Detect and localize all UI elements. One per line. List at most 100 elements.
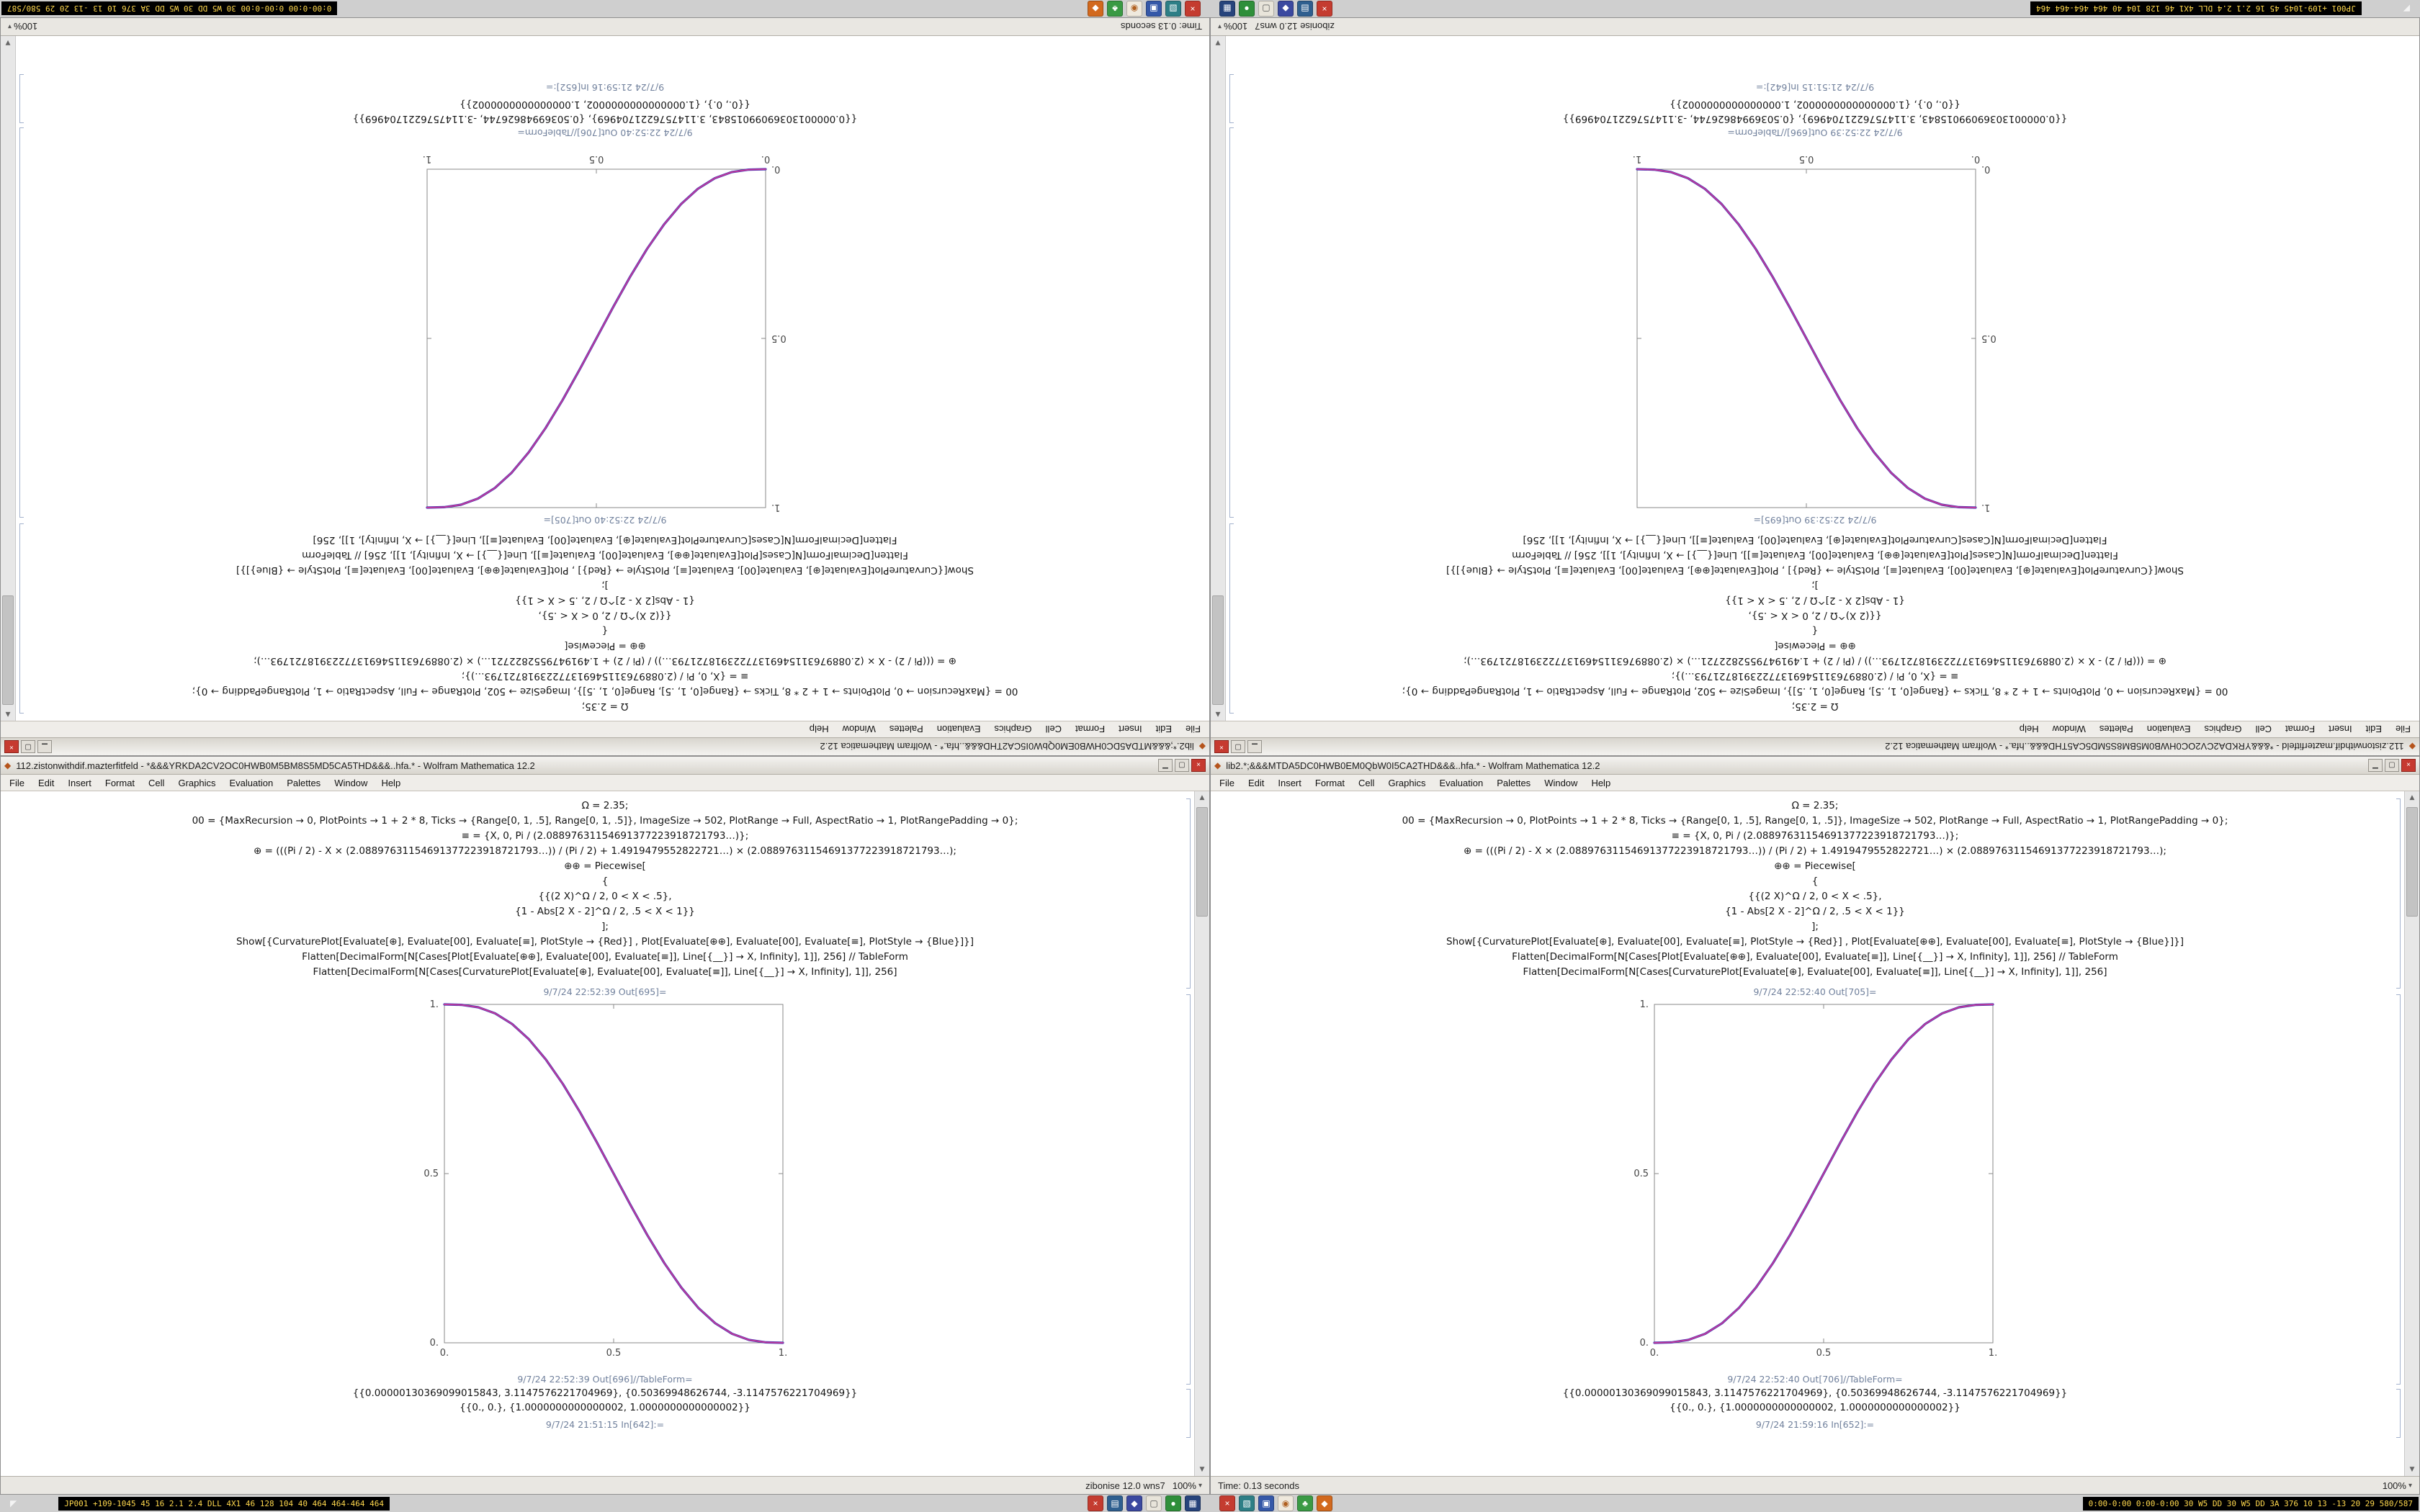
zoom-control[interactable]: 100% ▾ xyxy=(2383,1480,2412,1491)
cell-line[interactable]: {1 - Abs[2 X - 2]^Ω / 2, .5 < X < 1}} xyxy=(515,595,695,606)
close-red-icon[interactable]: × xyxy=(1185,1,1201,17)
menu-palettes[interactable]: Palettes xyxy=(287,777,321,788)
cell-line[interactable]: {1 - Abs[2 X - 2]^Ω / 2, .5 < X < 1}} xyxy=(1725,906,1905,917)
vertical-scrollbar[interactable]: ▲ ▼ xyxy=(1194,791,1209,1476)
scroll-down-icon[interactable]: ▼ xyxy=(2409,1466,2415,1473)
menu-graphics[interactable]: Graphics xyxy=(178,777,216,788)
cell-line[interactable]: Flatten[DecimalForm[N[Cases[Plot[Evaluat… xyxy=(302,951,908,963)
app-steelblue-icon[interactable]: ▤ xyxy=(1107,1495,1123,1511)
scroll-up-icon[interactable]: ▲ xyxy=(1215,711,1221,718)
menu-format[interactable]: Format xyxy=(2285,724,2316,735)
cell-line[interactable]: Show[{CurvaturePlot[Evaluate[⊕], Evaluat… xyxy=(236,936,974,948)
app-light-icon[interactable]: ▢ xyxy=(1146,1495,1162,1511)
menu-file[interactable]: File xyxy=(1186,724,1201,735)
maximize-button[interactable]: ▢ xyxy=(1175,759,1189,772)
notebook-content[interactable]: Ω = 2.35; 00 = {MaxRecursion → 0, PlotPoi… xyxy=(1211,36,2419,721)
close-button[interactable]: × xyxy=(4,740,19,753)
menu-evaluation[interactable]: Evaluation xyxy=(229,777,274,788)
app-orange-icon[interactable]: ◆ xyxy=(1088,1,1103,17)
cell-line[interactable]: {1 - Abs[2 X - 2]^Ω / 2, .5 < X < 1}} xyxy=(1725,595,1905,606)
menu-format[interactable]: Format xyxy=(1075,724,1106,735)
app-light-icon[interactable]: ▢ xyxy=(1258,1,1274,17)
menu-edit[interactable]: Edit xyxy=(1155,724,1173,735)
menu-file[interactable]: File xyxy=(1219,777,1234,788)
cell-line[interactable]: ⊕⊕ = Piecewise[ xyxy=(1774,640,1856,652)
menu-graphics[interactable]: Graphics xyxy=(2204,724,2242,735)
cell-line[interactable]: 00 = {MaxRecursion → 0, PlotPoints → 1 +… xyxy=(1402,685,2228,697)
cell-line[interactable]: {{(2 X)^Ω / 2, 0 < X < .5}, xyxy=(1748,610,1882,621)
menu-graphics[interactable]: Graphics xyxy=(1388,777,1426,788)
cell-line[interactable]: Ω = 2.35; xyxy=(1791,800,1839,811)
cell-line[interactable]: Flatten[DecimalForm[N[Cases[Plot[Evaluat… xyxy=(302,549,908,561)
close-red-icon[interactable]: × xyxy=(1317,1,1332,17)
cell-line[interactable]: Flatten[DecimalForm[N[Cases[CurvaturePlo… xyxy=(313,534,897,546)
menu-edit[interactable]: Edit xyxy=(1247,777,1265,788)
cell-line[interactable]: ≡ = {X, 0, Pi / (2.088976311546913772239… xyxy=(461,830,749,842)
cell-line[interactable]: Flatten[DecimalForm[N[Cases[CurvaturePlo… xyxy=(313,966,897,978)
notebook-content[interactable]: Ω = 2.35; 00 = {MaxRecursion → 0, PlotPoi… xyxy=(1211,791,2419,1476)
app-indigo-icon[interactable]: ◆ xyxy=(1126,1495,1142,1511)
app-orange-icon[interactable]: ◆ xyxy=(1317,1495,1332,1511)
scrollbar-thumb[interactable] xyxy=(1212,595,1224,705)
cell-bracket[interactable] xyxy=(1186,798,1191,989)
cell-bracket[interactable] xyxy=(19,523,24,714)
cell-line[interactable]: Ω = 2.35; xyxy=(1791,701,1839,712)
close-button[interactable]: × xyxy=(1191,759,1206,772)
menu-insert[interactable]: Insert xyxy=(1278,777,1301,788)
notebook-content[interactable]: Ω = 2.35; 00 = {MaxRecursion → 0, PlotPoi… xyxy=(1,36,1209,721)
menu-palettes[interactable]: Palettes xyxy=(889,724,923,735)
menu-insert[interactable]: Insert xyxy=(2329,724,2352,735)
cell-line[interactable]: Flatten[DecimalForm[N[Cases[CurvaturePlo… xyxy=(1523,534,2107,546)
scroll-up-icon[interactable]: ▲ xyxy=(5,711,11,718)
menu-cell[interactable]: Cell xyxy=(1358,777,1375,788)
cell-bracket[interactable] xyxy=(1186,1389,1191,1438)
vertical-scrollbar[interactable]: ▲ ▼ xyxy=(1211,36,1226,721)
cell-line[interactable]: 00 = {MaxRecursion → 0, PlotPoints → 1 +… xyxy=(1402,815,2228,827)
cell-line[interactable]: {1 - Abs[2 X - 2]^Ω / 2, .5 < X < 1}} xyxy=(515,906,695,917)
zoom-control[interactable]: 100% ▾ xyxy=(1218,22,1247,32)
app-blue-icon[interactable]: ▣ xyxy=(1258,1495,1274,1511)
app-cream-icon[interactable]: ◉ xyxy=(1278,1495,1294,1511)
app-green2-icon[interactable]: ♣ xyxy=(1297,1495,1313,1511)
cell-line[interactable]: ⊕⊕ = Piecewise[ xyxy=(564,860,646,872)
cell-line[interactable]: ≡ = {X, 0, Pi / (2.088976311546913772239… xyxy=(1671,830,1959,842)
vertical-scrollbar[interactable]: ▲ ▼ xyxy=(1,36,16,721)
app-indigo-icon[interactable]: ◆ xyxy=(1278,1,1294,17)
menu-graphics[interactable]: Graphics xyxy=(994,724,1032,735)
menu-insert[interactable]: Insert xyxy=(68,777,91,788)
menu-palettes[interactable]: Palettes xyxy=(1497,777,1531,788)
cell-line[interactable]: Flatten[DecimalForm[N[Cases[Plot[Evaluat… xyxy=(1512,951,2118,963)
menu-file[interactable]: File xyxy=(9,777,24,788)
menu-insert[interactable]: Insert xyxy=(1119,724,1142,735)
close-red-icon[interactable]: × xyxy=(1219,1495,1235,1511)
cell-bracket[interactable] xyxy=(19,127,24,518)
menu-edit[interactable]: Edit xyxy=(2365,724,2383,735)
scrollbar-thumb[interactable] xyxy=(2406,807,2418,917)
menu-help[interactable]: Help xyxy=(2019,724,2039,735)
cell-line[interactable]: ]; xyxy=(1811,921,1819,932)
scrollbar-thumb[interactable] xyxy=(2,595,14,705)
menu-window[interactable]: Window xyxy=(842,724,876,735)
menu-window[interactable]: Window xyxy=(1544,777,1578,788)
scroll-down-icon[interactable]: ▼ xyxy=(1215,39,1221,46)
menu-help[interactable]: Help xyxy=(809,724,829,735)
cell-line[interactable]: ⊕ = (((Pi / 2) - X × (2.0889763115469137… xyxy=(254,655,956,667)
menu-window[interactable]: Window xyxy=(334,777,368,788)
app-green-icon[interactable]: ● xyxy=(1165,1495,1181,1511)
cell-line[interactable]: ⊕ = (((Pi / 2) - X × (2.0889763115469137… xyxy=(254,845,956,857)
minimize-button[interactable]: ▁ xyxy=(37,740,52,753)
cell-bracket[interactable] xyxy=(2396,798,2401,989)
cell-line[interactable]: ]; xyxy=(601,921,609,932)
scroll-up-icon[interactable]: ▲ xyxy=(1199,794,1205,801)
cell-line[interactable]: Show[{CurvaturePlot[Evaluate[⊕], Evaluat… xyxy=(1446,564,2184,576)
cell-bracket[interactable] xyxy=(2396,1389,2401,1438)
maximize-button[interactable]: ▢ xyxy=(21,740,35,753)
menu-help[interactable]: Help xyxy=(1591,777,1611,788)
menu-window[interactable]: Window xyxy=(2052,724,2086,735)
menu-cell[interactable]: Cell xyxy=(2255,724,2272,735)
window-titlebar[interactable]: ◆ 112.zistonwithdif.mazterfitfeld - *&&&… xyxy=(1,757,1209,775)
cell-line[interactable]: {{(2 X)^Ω / 2, 0 < X < .5}, xyxy=(538,610,672,621)
scroll-down-icon[interactable]: ▼ xyxy=(5,39,11,46)
menu-format[interactable]: Format xyxy=(1314,777,1345,788)
app-navy-icon[interactable]: ▦ xyxy=(1185,1495,1201,1511)
